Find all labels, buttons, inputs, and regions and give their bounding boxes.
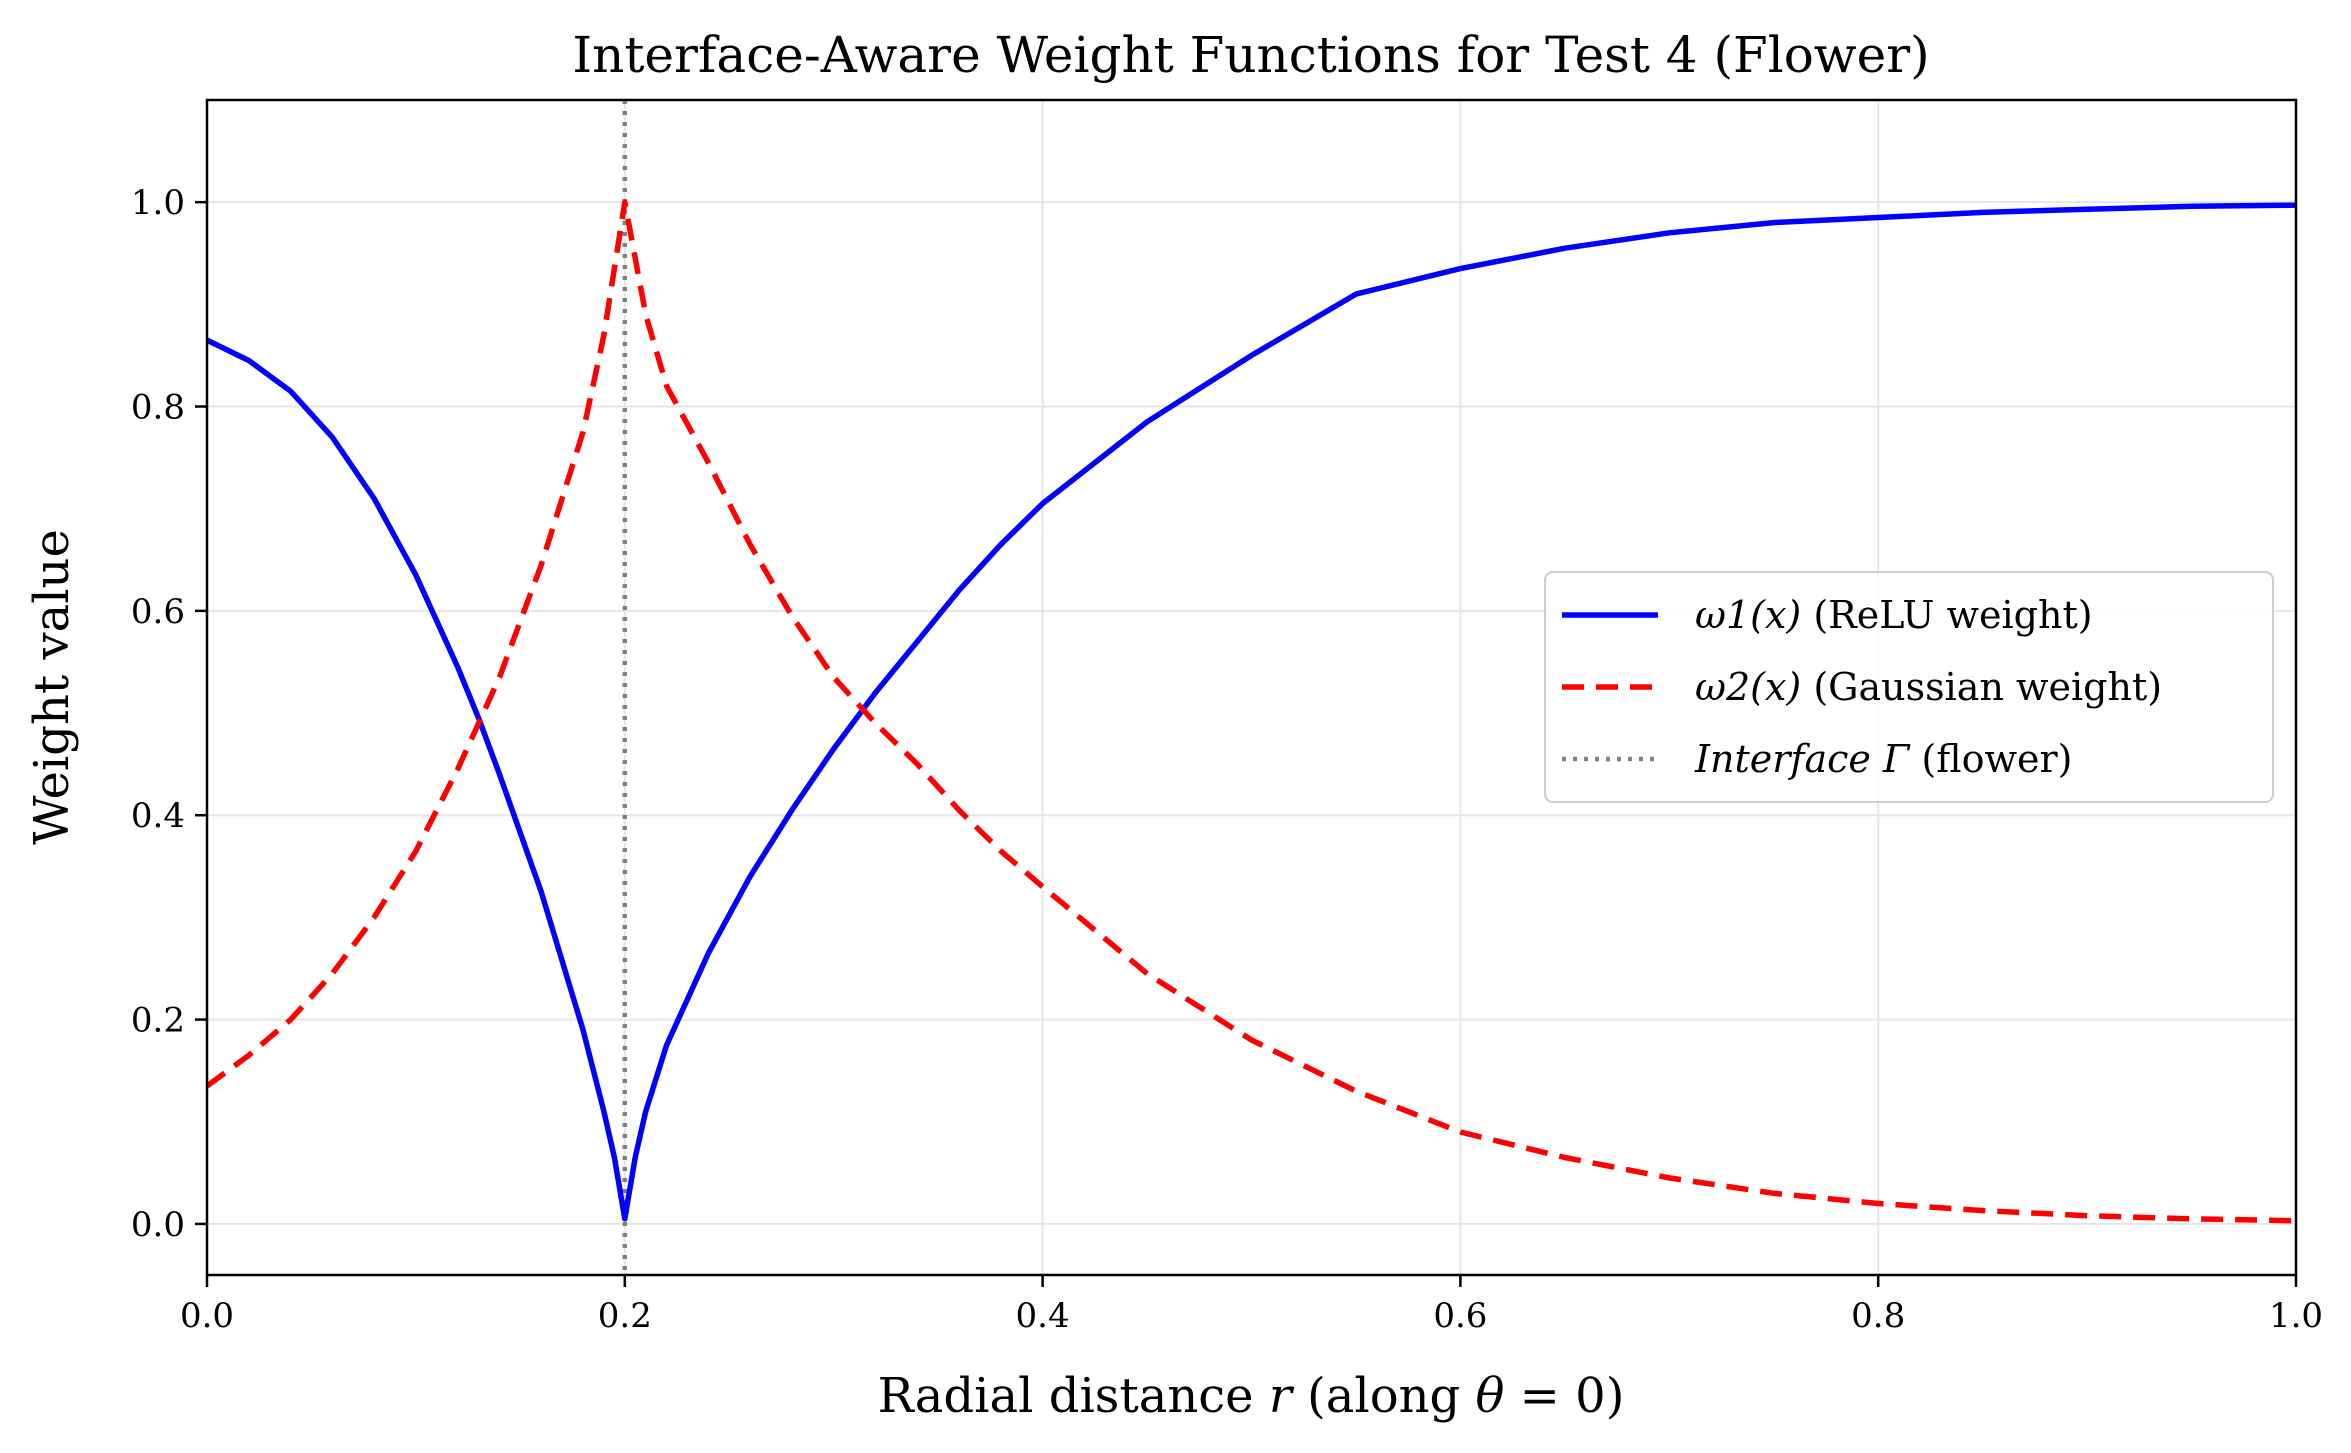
y-axis-label: Weight value — [24, 529, 80, 845]
x-tick-label-0: 0.0 — [180, 1296, 234, 1336]
y-axis-ticks: 0.0 0.2 0.4 0.6 0.8 1.0 — [131, 183, 207, 1245]
y-tick-label-5: 1.0 — [131, 183, 185, 223]
series-line-1 — [205, 202, 2297, 1222]
x-tick-label-2: 0.4 — [1016, 1296, 1070, 1336]
legend-label-2: ω2(x) (Gaussian weight) — [1695, 665, 2162, 709]
series-line-2 — [205, 199, 2297, 1224]
series-group — [205, 199, 2297, 1224]
x-tick-label-4: 0.8 — [1851, 1296, 1905, 1336]
x-axis-ticks: 0.0 0.2 0.4 0.6 0.8 1.0 — [180, 1275, 2323, 1336]
legend-label-1: ω1(x) (ReLU weight) — [1695, 593, 2093, 637]
y-tick-label-2: 0.4 — [131, 796, 185, 836]
axes-frame — [205, 98, 2298, 1277]
x-tick-label-1: 0.2 — [598, 1296, 652, 1336]
legend-items: ω1(x) (ReLU weight) ω2(x) (Gaussian weigh… — [1562, 593, 2162, 781]
legend-box — [1544, 571, 2274, 803]
y-tick-label-3: 0.6 — [131, 592, 185, 632]
chart-title: Interface-Aware Weight Functions for Tes… — [572, 26, 1929, 84]
legend: ω1(x) (ReLU weight) ω2(x) (Gaussian weigh… — [1544, 571, 2274, 803]
y-tick-label-4: 0.8 — [131, 388, 185, 428]
legend-label-3: Interface Γ (flower) — [1694, 737, 2072, 781]
x-axis-label: Radial distance r (along θ = 0) — [878, 1368, 1625, 1424]
y-tick-label-1: 0.2 — [131, 1001, 185, 1041]
x-tick-label-3: 0.6 — [1433, 1296, 1487, 1336]
y-tick-label-0: 0.0 — [131, 1205, 185, 1245]
x-tick-label-5: 1.0 — [2269, 1296, 2323, 1336]
